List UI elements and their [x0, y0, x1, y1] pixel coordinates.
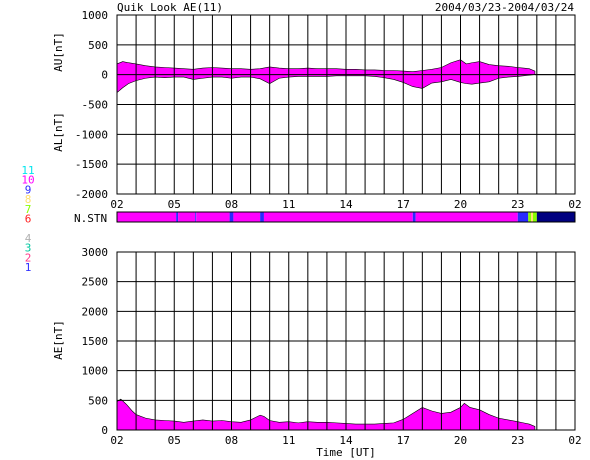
y-tick-label: 500: [88, 394, 108, 407]
station-segment: [178, 212, 196, 222]
legend-entry: 5: [25, 222, 32, 235]
figure-title: Quik Look AE(11): [117, 1, 223, 14]
station-strip-border: [116, 211, 576, 223]
x-tick-label: 20: [454, 434, 467, 447]
ae-axis-label: AE[nT]: [52, 320, 65, 360]
station-count-strip: N.STN: [74, 211, 576, 225]
station-segment: [412, 212, 416, 222]
x-tick-label: 17: [397, 434, 410, 447]
legend-entry: 10: [21, 174, 34, 187]
ae-grid: [116, 251, 576, 431]
au-al-fill: [116, 59, 536, 94]
station-segment: [517, 212, 529, 222]
station-segment: [195, 212, 197, 222]
plot-frame: [116, 14, 576, 195]
x-tick-label: 08: [225, 434, 238, 447]
date-range: 2004/03/23-2004/03/24: [435, 1, 574, 14]
y-tick-label: -2000: [75, 188, 108, 201]
y-tick-label: 1000: [82, 9, 109, 22]
nstn-label: N.STN: [74, 212, 107, 225]
series-area-2: [116, 398, 536, 431]
legend-entry: 9: [25, 183, 32, 196]
y-tick-label: 0: [101, 69, 108, 82]
x-tick-label: 20: [454, 198, 467, 211]
station-segment: [117, 212, 177, 222]
station-segment: [229, 212, 234, 222]
y-tick-label: 2500: [82, 276, 109, 289]
station-segment: [531, 212, 534, 222]
x-tick-label: 23: [511, 434, 524, 447]
x-tick-label: 17: [397, 198, 410, 211]
plot-frame: [116, 251, 576, 431]
station-segment: [196, 212, 230, 222]
station-segment: [260, 212, 264, 222]
y-tick-label: 500: [88, 39, 108, 52]
station-segment: [536, 212, 575, 222]
y-tick-label: 1500: [82, 335, 109, 348]
x-tick-label: 14: [339, 434, 353, 447]
al-axis-label: AL[nT]: [52, 112, 65, 152]
x-tick-label: 08: [225, 198, 238, 211]
y-tick-label: 3000: [82, 246, 109, 259]
x-tick-label: 02: [568, 434, 581, 447]
x-tick-label: 23: [511, 198, 524, 211]
legend-entry: 7: [25, 203, 32, 216]
legend-entry: 1: [25, 261, 32, 274]
x-tick-label: 11: [282, 434, 295, 447]
x-tick-label: 05: [168, 434, 181, 447]
x-tick-label: 02: [110, 198, 123, 211]
x-tick-label: 02: [110, 434, 123, 447]
station-segment: [415, 212, 518, 222]
y-tick-label: -1500: [75, 158, 108, 171]
y-tick-label: 0: [101, 424, 108, 437]
legend-entry: 4: [25, 232, 32, 245]
x-tick-label: 11: [282, 198, 295, 211]
figure-header: Quik Look AE(11) 2004/03/23-2004/03/24: [117, 1, 574, 14]
series-area-0: [116, 59, 536, 94]
au-axis-label: AU[nT]: [52, 32, 65, 72]
x-tick-label: 05: [168, 198, 181, 211]
legend-entry: 8: [25, 193, 32, 206]
ae-fill: [116, 398, 536, 431]
station-segment: [176, 212, 179, 222]
legend-entry: 6: [25, 213, 32, 226]
x-tick-label: 02: [568, 198, 581, 211]
y-tick-label: -500: [82, 99, 109, 112]
station-segments: [117, 212, 575, 222]
legend-entry: 2: [25, 251, 32, 264]
station-segment: [528, 212, 532, 222]
station-segment: [263, 212, 413, 222]
station-segment: [533, 212, 537, 222]
station-segment: [233, 212, 261, 222]
time-axis-label: Time [UT]: [316, 446, 376, 459]
legend-entry: 3: [25, 242, 32, 255]
y-tick-label: 2000: [82, 305, 109, 318]
y-tick-label: -1000: [75, 128, 108, 141]
au-al-grid: [116, 14, 576, 195]
y-tick-label: 1000: [82, 365, 109, 378]
legend-entry: 11: [21, 164, 34, 177]
x-tick-label: 14: [339, 198, 353, 211]
